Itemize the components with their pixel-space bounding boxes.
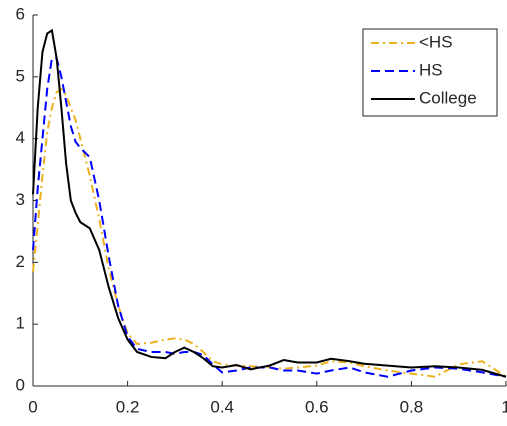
x-tick-label: 1 (501, 397, 507, 416)
legend-label: HS (419, 60, 443, 79)
series-line (32, 28, 507, 378)
legend-box (362, 28, 498, 117)
x-tick-label: 0.8 (400, 397, 424, 416)
legend-label: <HS (419, 32, 453, 51)
y-tick-label: 6 (16, 4, 25, 23)
x-tick-label: 0.4 (210, 397, 234, 416)
y-tick-label: 0 (16, 375, 25, 394)
x-tick-label: 0.6 (305, 397, 329, 416)
y-tick-label: 3 (16, 190, 25, 209)
y-tick-label: 4 (16, 128, 25, 147)
series-line (32, 57, 507, 378)
x-tick-label: 0.2 (116, 397, 140, 416)
y-tick-label: 2 (16, 252, 25, 271)
x-tick-label: 0 (28, 397, 37, 416)
legend-label: College (419, 88, 477, 107)
legend: <HS HS College (362, 28, 498, 117)
y-tick-label: 1 (16, 314, 25, 333)
y-tick-label: 5 (16, 66, 25, 85)
series-line (32, 87, 507, 378)
